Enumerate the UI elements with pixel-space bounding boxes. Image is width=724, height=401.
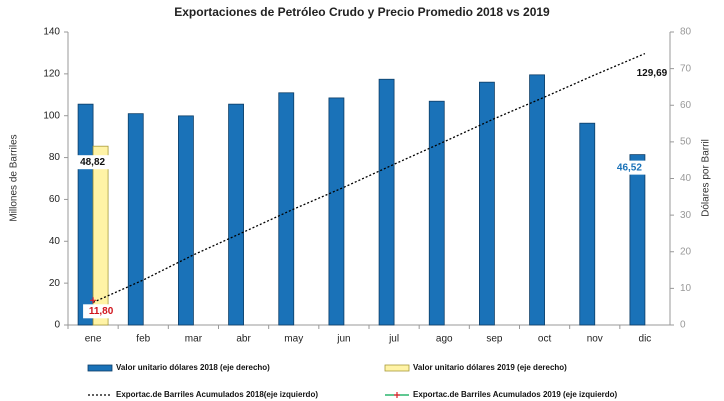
legend-label: Exportac.de Barriles Acumulados 2018(eje… xyxy=(116,390,318,399)
line-marker xyxy=(90,297,97,304)
y2-tick-label: 50 xyxy=(680,137,692,148)
value-label-bg xyxy=(611,160,648,175)
y-tick-label: 120 xyxy=(43,68,60,79)
legend-label: Valor unitario dólares 2019 (eje derecho… xyxy=(413,363,567,372)
legend-swatch xyxy=(87,364,113,372)
y2-tick-label: 20 xyxy=(680,246,692,257)
y-tick-label: 0 xyxy=(54,320,60,331)
x-tick-label: feb xyxy=(136,334,150,345)
y-tick-label: 40 xyxy=(49,236,61,247)
x-tick-label: abr xyxy=(236,334,251,345)
y2-tick-label: 0 xyxy=(680,320,686,331)
bar xyxy=(228,103,244,326)
y-axis-title: Millones de Barriles xyxy=(9,134,20,221)
y-tick-label: 140 xyxy=(43,27,60,38)
bar xyxy=(92,145,109,326)
legend-marker xyxy=(394,392,400,398)
bar xyxy=(178,115,194,326)
y2-tick-label: 80 xyxy=(680,27,692,38)
y-tick-label: 100 xyxy=(43,110,60,121)
value-label-bg xyxy=(74,155,111,170)
bar xyxy=(278,92,295,326)
bar xyxy=(77,103,94,326)
y2-tick-label: 60 xyxy=(680,100,692,111)
legend-label: Valor unitario dólares 2018 (eje derecho… xyxy=(116,363,270,372)
x-tick-label: jun xyxy=(336,334,350,345)
x-tick-label: dic xyxy=(639,334,652,345)
y2-tick-label: 10 xyxy=(680,283,692,294)
value-label: 46,52 xyxy=(617,162,642,173)
y2-tick-label: 70 xyxy=(680,63,692,74)
x-tick-label: jul xyxy=(388,334,399,345)
bar xyxy=(328,97,345,326)
y2-axis-title: Dólares por Barril xyxy=(701,139,712,217)
x-tick-label: ene xyxy=(85,334,102,345)
value-label: 129,69 xyxy=(637,68,668,79)
x-tick-label: nov xyxy=(587,334,603,345)
legend-label: Exportac.de Barriles Acumulados 2019 (ej… xyxy=(413,390,618,399)
y2-tick-label: 40 xyxy=(680,173,692,184)
y2-tick-label: 30 xyxy=(680,210,692,221)
bar xyxy=(428,100,445,326)
bar xyxy=(629,154,646,326)
bar xyxy=(579,122,596,326)
legend-swatch xyxy=(384,364,410,372)
x-tick-label: may xyxy=(284,334,303,345)
y-tick-label: 60 xyxy=(49,194,61,205)
y-tick-label: 80 xyxy=(49,152,61,163)
line xyxy=(92,52,646,303)
x-tick-label: oct xyxy=(538,334,552,345)
x-tick-label: mar xyxy=(185,334,203,345)
chart-title: Exportaciones de Petróleo Crudo y Precio… xyxy=(174,5,550,19)
bar xyxy=(479,81,495,326)
value-label: 11,80 xyxy=(89,306,114,317)
bar xyxy=(529,74,545,326)
x-tick-label: ago xyxy=(436,334,453,345)
bar xyxy=(378,78,395,326)
value-label-bg xyxy=(83,304,120,319)
y-tick-label: 20 xyxy=(49,278,61,289)
x-tick-label: sep xyxy=(486,334,503,345)
bar xyxy=(127,113,144,326)
value-label: 48,82 xyxy=(80,157,105,168)
